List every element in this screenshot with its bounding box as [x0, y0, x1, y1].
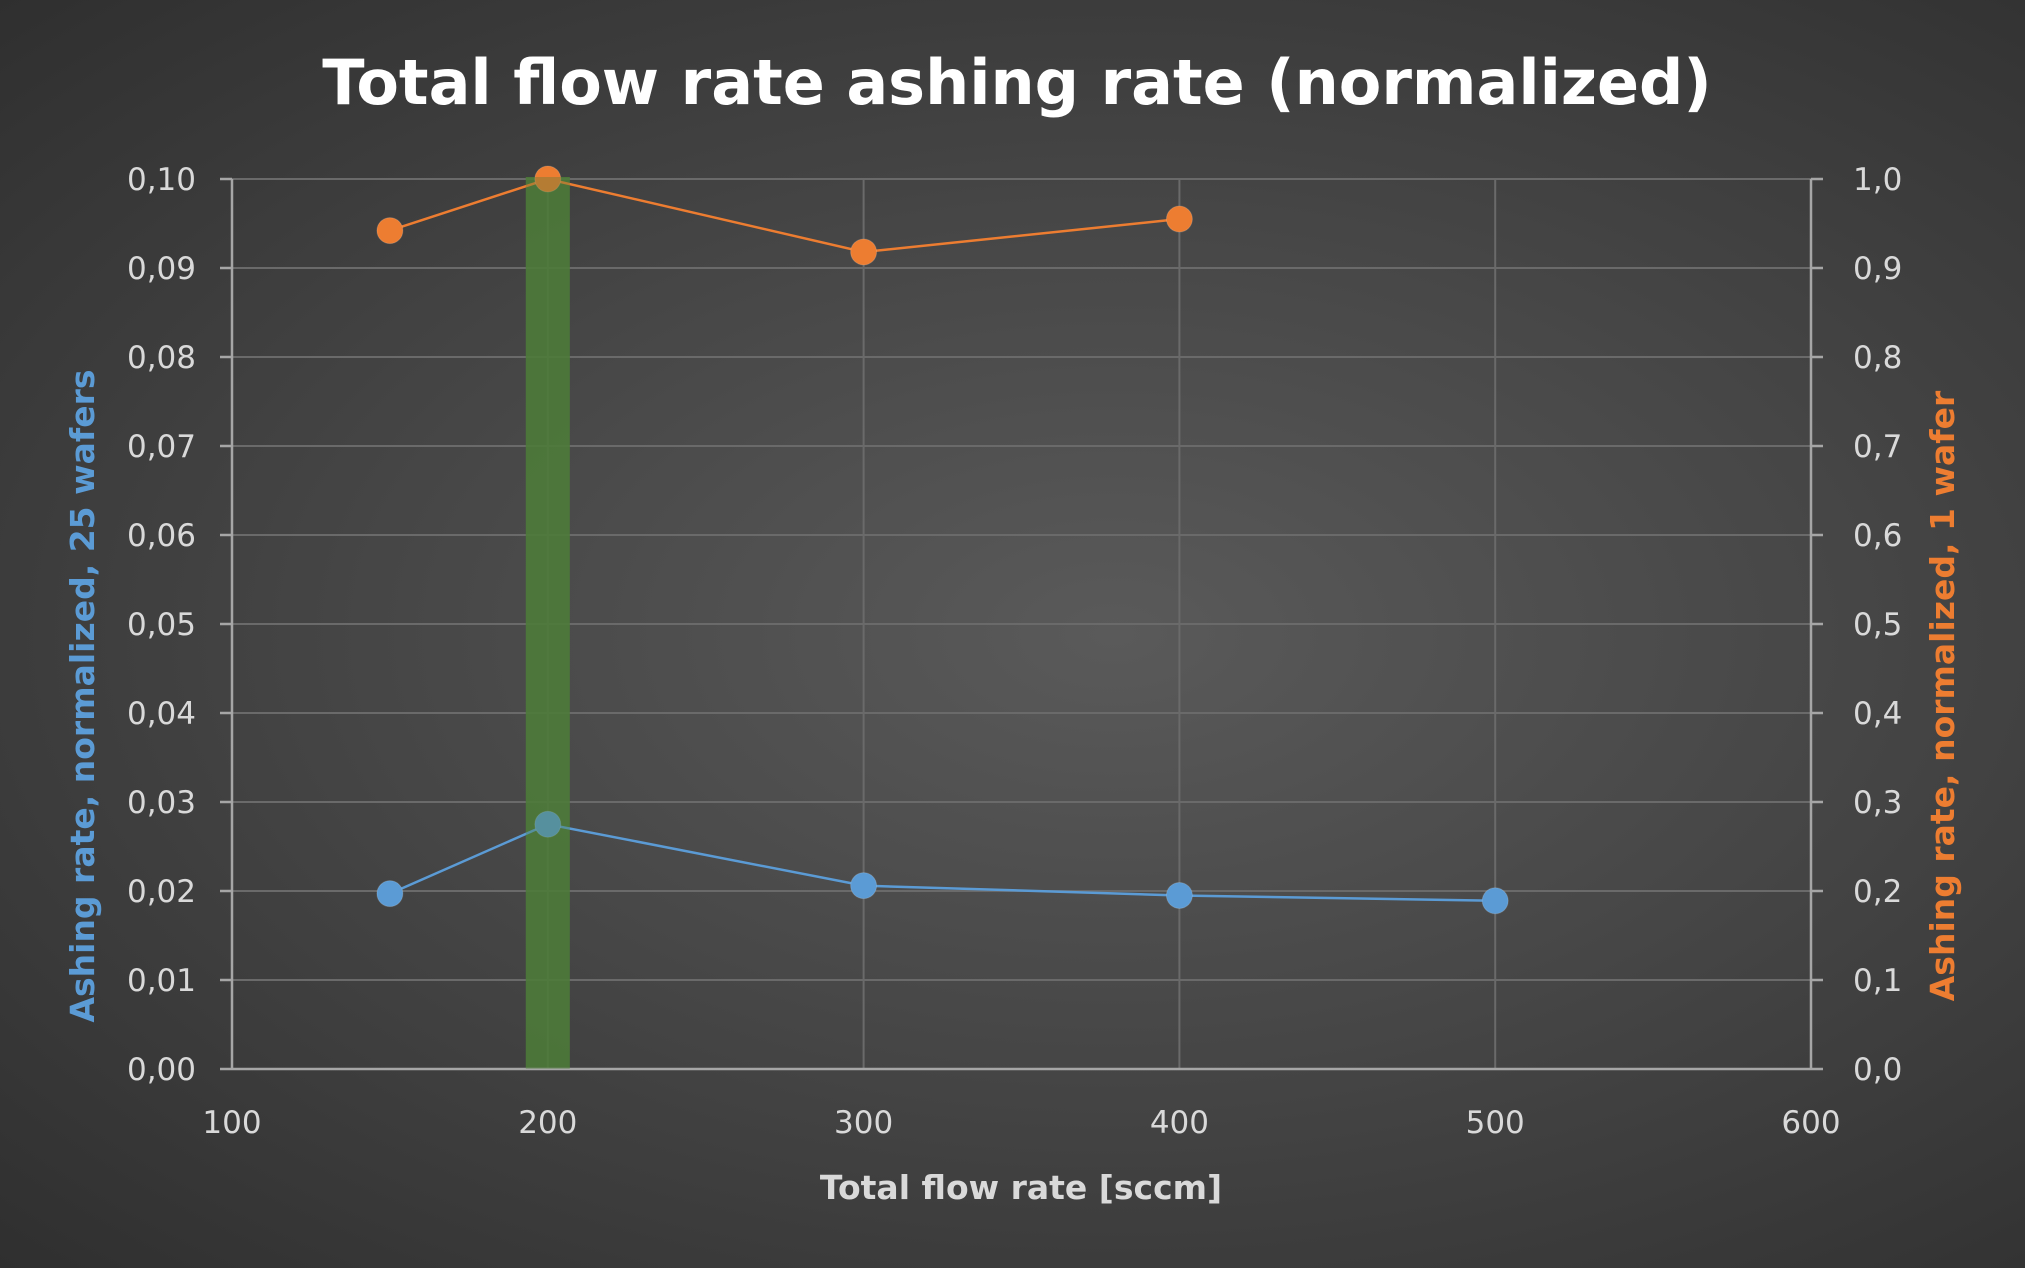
data-point-right [534, 165, 562, 193]
data-point-left [850, 872, 878, 900]
tick-labels: 0,00 0,01 0,02 0,03 0,04 0,05 0,06 0,07 0,08 0,09… [127, 162, 1902, 1141]
y-tick-label-left: 0,00 [127, 1052, 196, 1088]
y-tick-label-left: 0,04 [127, 696, 196, 732]
x-axis-label: Total flow rate [sccm] [820, 1168, 1222, 1207]
data-point-right [1165, 205, 1193, 233]
y-tick-label-right: 0,0 [1853, 1052, 1902, 1088]
data-point-left [376, 880, 404, 908]
data-point-right [376, 217, 404, 245]
y-tick-label-left: 0,06 [127, 518, 196, 554]
data-point-left [534, 810, 562, 838]
grid [232, 178, 1812, 1069]
y-axis-label-right: Ashing rate, normalized, 1 wafer [1923, 390, 1962, 1001]
y-tick-label-left: 0,02 [127, 874, 196, 910]
y-tick-label-right: 0,4 [1853, 696, 1902, 732]
y-tick-label-right: 0,6 [1853, 518, 1902, 554]
x-tick-label: 100 [202, 1105, 261, 1141]
y-tick-label-right: 0,9 [1853, 251, 1902, 287]
series-line-right [389, 177, 1180, 254]
x-tick-label: 600 [1781, 1105, 1840, 1141]
y-tick-label-left: 0,09 [127, 251, 196, 287]
highlight-band [525, 177, 570, 1069]
y-tick-label-left: 0,05 [127, 607, 196, 643]
y-tick-label-right: 1,0 [1853, 162, 1902, 198]
y-tick-label-left: 0,10 [127, 162, 196, 198]
highlight-band-overlay [525, 177, 570, 1069]
x-tick-label: 200 [518, 1105, 577, 1141]
y-tick-label-right: 0,1 [1853, 963, 1902, 999]
data-point-left [1481, 887, 1509, 915]
y-tick-label-left: 0,07 [127, 429, 196, 465]
x-tick-label: 300 [834, 1105, 893, 1141]
y-tick-label-right: 0,3 [1853, 785, 1902, 821]
y-tick-label-left: 0,03 [127, 785, 196, 821]
series-layer [376, 165, 1509, 1069]
y-tick-label-right: 0,2 [1853, 874, 1902, 910]
y-tick-label-left: 0,01 [127, 963, 196, 999]
data-point-left [1165, 881, 1193, 909]
y-tick-label-left: 0,08 [127, 340, 196, 376]
chart-title: Total flow rate ashing rate (normalized) [322, 46, 1711, 119]
axes [220, 177, 1823, 1071]
y-tick-label-right: 0,8 [1853, 340, 1902, 376]
highlight-band-layer [525, 177, 570, 1069]
y-tick-label-right: 0,7 [1853, 429, 1902, 465]
data-point-right [850, 238, 878, 266]
y-tick-label-right: 0,5 [1853, 607, 1902, 643]
x-tick-label: 500 [1466, 1105, 1525, 1141]
y-axis-label-left: Ashing rate, normalized, 25 wafers [63, 369, 102, 1022]
x-tick-label: 400 [1150, 1105, 1209, 1141]
